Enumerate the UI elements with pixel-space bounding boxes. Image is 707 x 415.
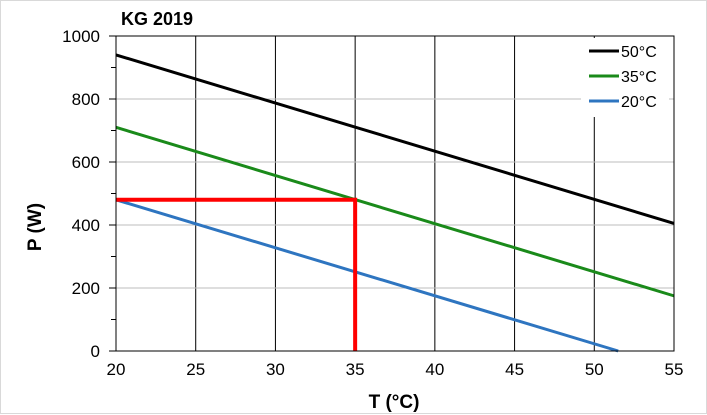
series-line-0 — [115, 53, 675, 225]
y-tick-label: 0 — [91, 342, 100, 361]
y-tick-label: 400 — [72, 216, 100, 235]
series-line-2 — [115, 198, 619, 353]
chart-title: KG 2019 — [121, 9, 193, 29]
x-tick-label: 20 — [107, 360, 126, 379]
x-tick-label: 40 — [425, 360, 444, 379]
series-line-1 — [115, 125, 675, 298]
y-tick-label: 200 — [72, 279, 100, 298]
x-tick-label: 45 — [505, 360, 524, 379]
annotation-layer — [116, 197, 358, 351]
tick-labels: 20 25 30 35 40 45 50 55 0 200 400 600 800 1000 — [62, 27, 683, 379]
x-tick-label: 25 — [186, 360, 205, 379]
series-layer — [115, 53, 675, 353]
y-tick-label: 1000 — [62, 27, 100, 46]
legend-label-0: 50°C — [621, 44, 657, 61]
x-tick-label: 35 — [346, 360, 365, 379]
x-tick-label: 30 — [266, 360, 285, 379]
x-tick-label: 50 — [585, 360, 604, 379]
x-tick-label: 55 — [665, 360, 684, 379]
legend-label-1: 35°C — [621, 69, 657, 86]
legend-label-2: 20°C — [621, 94, 657, 111]
y-tick-label: 800 — [72, 90, 100, 109]
guide-line-0 — [116, 197, 358, 351]
x-axis-title: T (°C) — [369, 392, 420, 413]
y-axis-title: P (W) — [25, 203, 46, 251]
y-tick-label: 600 — [72, 153, 100, 172]
legend: 50°C 35°C 20°C — [581, 38, 669, 117]
